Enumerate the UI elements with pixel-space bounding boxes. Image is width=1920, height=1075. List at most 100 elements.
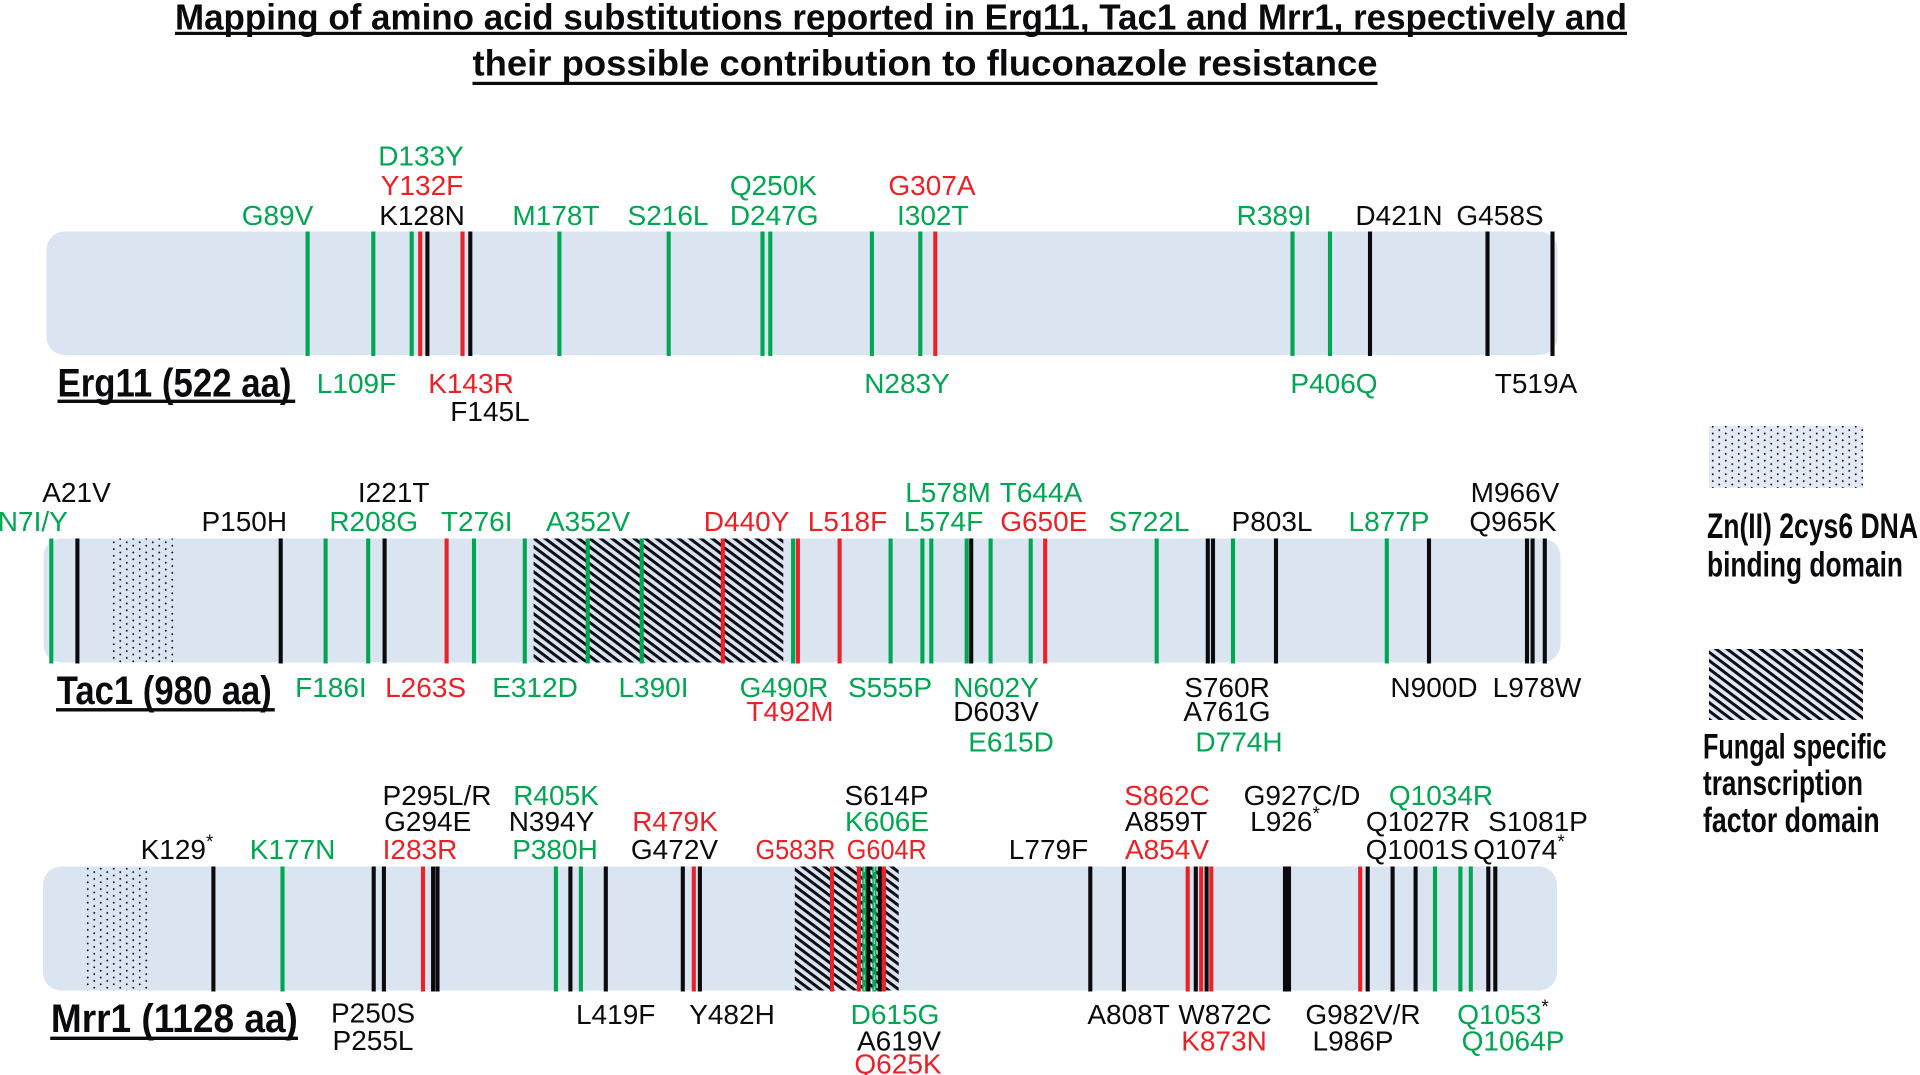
svg-text:Q250K: Q250K	[730, 170, 817, 201]
svg-text:G583R: G583R	[756, 834, 836, 865]
svg-text:R208G: R208G	[329, 506, 418, 537]
svg-text:L574F: L574F	[904, 506, 983, 537]
svg-text:K873N: K873N	[1181, 1026, 1267, 1057]
svg-text:I283R: I283R	[383, 834, 458, 865]
svg-text:L518F: L518F	[808, 506, 887, 537]
svg-text:G604R: G604R	[847, 834, 927, 865]
svg-text:Y482H: Y482H	[689, 999, 775, 1030]
svg-text:L578M: L578M	[905, 477, 991, 508]
svg-text:Y132F: Y132F	[381, 170, 464, 201]
svg-text:G294E: G294E	[384, 806, 471, 837]
svg-text:K143R: K143R	[428, 368, 514, 399]
svg-text:Fungal specific: Fungal specific	[1703, 727, 1887, 766]
svg-text:A352V: A352V	[546, 506, 630, 537]
svg-text:W872C: W872C	[1178, 999, 1271, 1030]
svg-text:N602Y: N602Y	[953, 672, 1039, 703]
svg-text:A21V: A21V	[42, 477, 111, 508]
svg-text:S614P: S614P	[844, 780, 928, 811]
svg-text:L390I: L390I	[618, 672, 688, 703]
svg-text:T644A: T644A	[1000, 477, 1083, 508]
svg-text:R479K: R479K	[632, 806, 718, 837]
svg-text:Q1034R: Q1034R	[1389, 780, 1493, 811]
svg-text:E615D: E615D	[968, 727, 1054, 758]
svg-text:D615G: D615G	[851, 999, 940, 1030]
svg-text:D133Y: D133Y	[378, 141, 464, 172]
svg-text:L978W: L978W	[1493, 672, 1582, 703]
svg-text:K177N: K177N	[250, 834, 336, 865]
svg-text:R405K: R405K	[513, 780, 599, 811]
svg-text:P150H: P150H	[201, 506, 287, 537]
svg-text:M178T: M178T	[512, 200, 599, 231]
svg-text:Q965K: Q965K	[1469, 506, 1556, 537]
svg-text:D774H: D774H	[1195, 727, 1282, 758]
svg-text:G458S: G458S	[1456, 200, 1543, 231]
svg-text:T276I: T276I	[441, 506, 513, 537]
svg-text:S1081P: S1081P	[1488, 806, 1588, 837]
svg-text:binding domain: binding domain	[1707, 546, 1903, 585]
svg-text:Tac1 (980 aa): Tac1 (980 aa)	[57, 669, 272, 713]
svg-text:Q1053*: Q1053*	[1457, 997, 1549, 1030]
svg-text:K128N: K128N	[379, 200, 465, 231]
svg-text:K129*: K129*	[141, 832, 214, 865]
svg-text:Q625K: Q625K	[854, 1049, 941, 1075]
svg-text:N394Y: N394Y	[509, 806, 595, 837]
svg-text:S722L: S722L	[1109, 506, 1190, 537]
svg-text:S555P: S555P	[848, 672, 932, 703]
svg-text:transcription: transcription	[1703, 764, 1863, 803]
svg-text:L109F: L109F	[317, 368, 396, 399]
svg-text:G307A: G307A	[888, 170, 975, 201]
svg-text:factor domain: factor domain	[1703, 801, 1880, 840]
svg-text:A619V: A619V	[857, 1026, 941, 1057]
svg-text:A761G: A761G	[1183, 696, 1270, 727]
svg-text:G927C/D: G927C/D	[1244, 780, 1361, 811]
svg-text:L263S: L263S	[385, 672, 466, 703]
svg-text:L779F: L779F	[1009, 834, 1088, 865]
svg-text:I221T: I221T	[358, 477, 430, 508]
svg-text:S216L: S216L	[628, 200, 709, 231]
svg-text:Q1074*: Q1074*	[1473, 832, 1565, 865]
svg-text:Mapping of amino acid substitu: Mapping of amino acid substitutions repo…	[175, 0, 1627, 38]
svg-text:D421N: D421N	[1355, 200, 1442, 231]
svg-text:M966V: M966V	[1471, 477, 1560, 508]
svg-text:T492M: T492M	[746, 696, 833, 727]
svg-text:A854V: A854V	[1125, 834, 1209, 865]
svg-text:R389I: R389I	[1237, 200, 1312, 231]
svg-text:D247G: D247G	[730, 200, 819, 231]
svg-text:Zn(II) 2cys6 DNA: Zn(II) 2cys6 DNA	[1707, 507, 1918, 546]
svg-text:K606E: K606E	[845, 806, 929, 837]
svg-text:Erg11 (522 aa): Erg11 (522 aa)	[58, 362, 292, 406]
svg-text:P380H: P380H	[512, 834, 598, 865]
svg-text:Q1027R: Q1027R	[1366, 806, 1470, 837]
svg-text:L877P: L877P	[1349, 506, 1430, 537]
svg-text:D440Y: D440Y	[704, 506, 790, 537]
svg-text:their possible contribution to: their possible contribution to fluconazo…	[473, 43, 1378, 84]
svg-text:G89V: G89V	[242, 200, 314, 231]
svg-text:L926*: L926*	[1250, 804, 1320, 837]
svg-text:T519A: T519A	[1495, 368, 1578, 399]
svg-text:N7I/Y: N7I/Y	[0, 506, 68, 537]
svg-text:D603V: D603V	[953, 696, 1039, 727]
svg-text:P406Q: P406Q	[1290, 368, 1377, 399]
svg-text:A808T: A808T	[1087, 999, 1170, 1030]
svg-text:L986P: L986P	[1313, 1026, 1394, 1057]
svg-text:L419F: L419F	[576, 999, 655, 1030]
svg-text:E312D: E312D	[492, 672, 578, 703]
svg-text:Q1001S: Q1001S	[1366, 834, 1469, 865]
svg-text:G472V: G472V	[631, 834, 718, 865]
svg-text:S862C: S862C	[1124, 780, 1210, 811]
svg-text:A859T: A859T	[1125, 806, 1208, 837]
svg-text:P255L: P255L	[333, 1025, 414, 1056]
svg-text:I302T: I302T	[897, 200, 969, 231]
svg-text:G982V/R: G982V/R	[1305, 999, 1420, 1030]
svg-text:Q1064P: Q1064P	[1462, 1026, 1565, 1057]
svg-text:P250S: P250S	[331, 998, 415, 1029]
svg-text:P803L: P803L	[1232, 506, 1313, 537]
svg-text:P295L/R: P295L/R	[383, 780, 492, 811]
svg-text:N900D: N900D	[1390, 672, 1477, 703]
svg-text:F145L: F145L	[450, 396, 529, 427]
svg-text:F186I: F186I	[295, 672, 367, 703]
svg-text:S760R: S760R	[1184, 672, 1270, 703]
svg-text:G650E: G650E	[1000, 506, 1087, 537]
svg-text:G490R: G490R	[740, 672, 829, 703]
svg-text:Mrr1 (1128 aa): Mrr1 (1128 aa)	[51, 997, 298, 1041]
